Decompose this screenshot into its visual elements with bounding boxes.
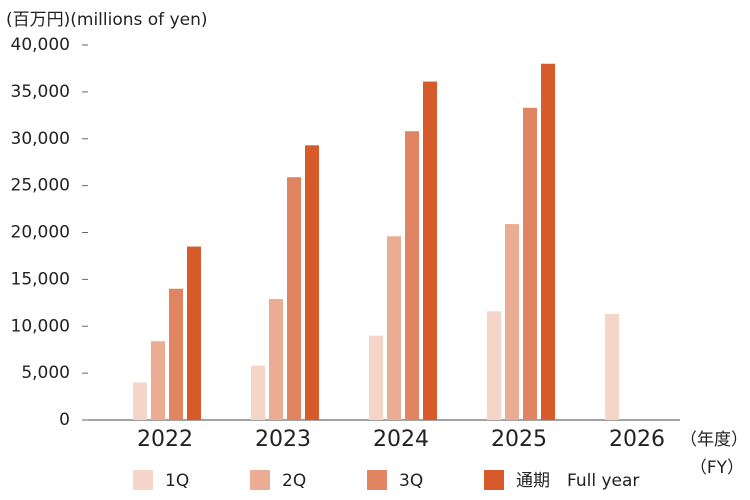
bar	[523, 107, 537, 420]
bar	[269, 299, 283, 420]
legend-label: 1Q	[165, 471, 189, 491]
bar	[287, 177, 301, 420]
bar	[151, 341, 165, 420]
y-tick-label: 35,000	[11, 82, 70, 102]
legend-swatch	[367, 470, 387, 490]
y-tick-label: 5,000	[21, 363, 70, 383]
bar	[251, 365, 265, 420]
x-tick-label: 2022	[137, 427, 193, 452]
x-tick-label: 2025	[491, 427, 547, 452]
legend-swatch	[250, 470, 270, 490]
bar	[387, 236, 401, 420]
legend-swatch	[133, 470, 153, 490]
x-tick-label: 2024	[373, 427, 429, 452]
y-axis-label: (百万円)(millions of yen)	[6, 10, 208, 30]
bar	[541, 63, 555, 420]
x-tick-label: 2026	[609, 427, 665, 452]
bar	[405, 131, 419, 420]
y-tick-label: 40,000	[11, 35, 70, 55]
x-tick-label: 2023	[255, 427, 311, 452]
bar	[369, 335, 383, 420]
y-tick-label: 30,000	[11, 129, 70, 149]
legend-label: 3Q	[399, 471, 423, 491]
x-axis-label: （年度）	[680, 430, 748, 450]
bar	[187, 246, 201, 420]
legend-label: 2Q	[282, 471, 306, 491]
bar	[505, 224, 519, 420]
y-tick-label: 0	[59, 410, 70, 430]
x-axis-label-en: （FY）	[690, 458, 744, 478]
bar	[133, 382, 147, 420]
y-tick-label: 15,000	[11, 269, 70, 289]
y-tick-label: 25,000	[11, 176, 70, 196]
y-tick-label: 10,000	[11, 316, 70, 336]
bar	[305, 145, 319, 420]
bar	[423, 81, 437, 420]
y-tick-label: 20,000	[11, 223, 70, 243]
legend-label: 通期 Full year	[516, 471, 639, 491]
legend-swatch	[484, 470, 504, 490]
bar	[605, 314, 619, 420]
bar	[169, 288, 183, 420]
bar	[487, 311, 501, 420]
